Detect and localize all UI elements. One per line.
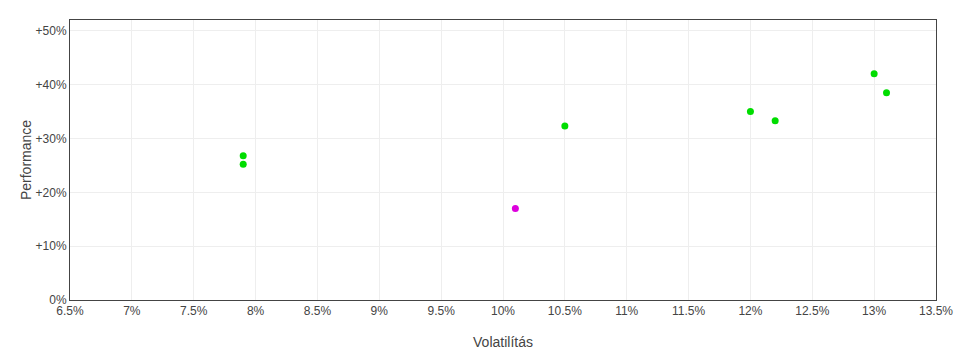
svg-text:+50%: +50% xyxy=(36,24,67,38)
svg-text:11%: 11% xyxy=(615,304,638,318)
svg-text:13%: 13% xyxy=(862,304,886,318)
svg-text:+20%: +20% xyxy=(36,186,67,200)
svg-text:11.5%: 11.5% xyxy=(672,304,705,318)
svg-text:12.5%: 12.5% xyxy=(795,304,829,318)
svg-text:7.5%: 7.5% xyxy=(180,304,208,318)
svg-text:10%: 10% xyxy=(491,304,515,318)
svg-text:0%: 0% xyxy=(49,293,67,307)
svg-text:12%: 12% xyxy=(738,304,762,318)
svg-text:+10%: +10% xyxy=(36,239,67,253)
svg-text:+30%: +30% xyxy=(36,132,67,146)
svg-text:7%: 7% xyxy=(123,304,141,318)
svg-text:13.5%: 13.5% xyxy=(919,304,953,318)
svg-text:Volatilítás: Volatilítás xyxy=(473,334,533,350)
svg-text:+40%: +40% xyxy=(36,78,67,92)
svg-text:9%: 9% xyxy=(371,304,389,318)
svg-text:10.5%: 10.5% xyxy=(548,304,582,318)
svg-text:6.5%: 6.5% xyxy=(56,304,84,318)
svg-text:Performance: Performance xyxy=(18,120,34,200)
svg-text:8%: 8% xyxy=(247,304,265,318)
svg-text:8.5%: 8.5% xyxy=(304,304,332,318)
svg-text:9.5%: 9.5% xyxy=(427,304,455,318)
